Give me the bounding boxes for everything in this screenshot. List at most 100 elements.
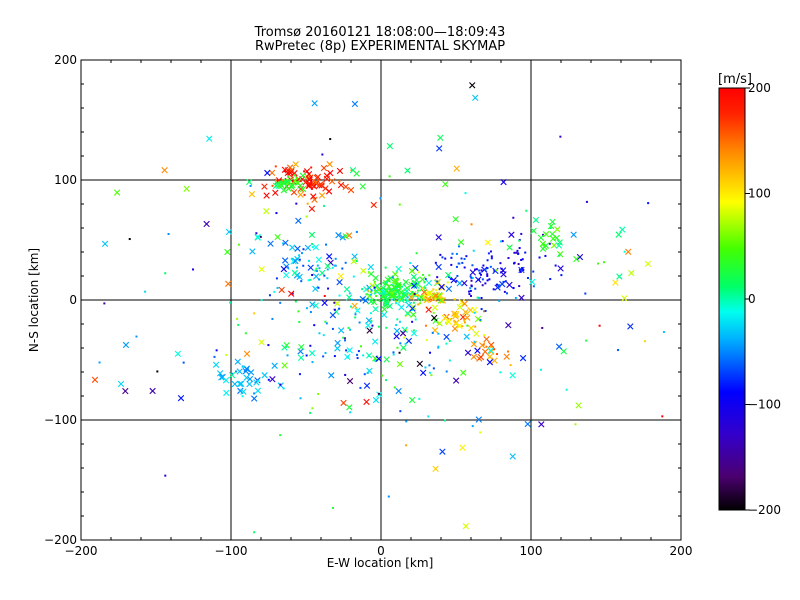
- data-marker-dot: [385, 281, 388, 284]
- data-marker-cross: [246, 380, 253, 388]
- data-marker-dot: [393, 295, 396, 298]
- data-marker-dot: [311, 361, 314, 364]
- data-marker-dot: [392, 353, 395, 356]
- data-marker-cross: [383, 356, 390, 363]
- data-marker-dot: [276, 286, 279, 289]
- data-marker-cross: [445, 285, 453, 293]
- data-marker-cross: [249, 248, 256, 255]
- data-marker-dot: [315, 267, 318, 270]
- data-marker-cross: [336, 279, 343, 286]
- data-marker-dot: [486, 274, 489, 277]
- data-marker-dot: [469, 275, 472, 278]
- data-marker-dot: [432, 311, 435, 314]
- data-marker-dot: [279, 181, 282, 184]
- data-marker-dot: [316, 270, 319, 273]
- data-marker-dot: [395, 323, 398, 326]
- data-marker-dot: [518, 285, 521, 288]
- data-marker-dot: [344, 261, 347, 264]
- data-marker-dot: [450, 318, 453, 321]
- data-marker-dot: [388, 280, 391, 283]
- data-marker-dot: [399, 342, 402, 345]
- data-marker-dot: [366, 371, 369, 374]
- data-marker-dot: [415, 252, 418, 255]
- data-marker-cross: [334, 300, 341, 307]
- data-marker-dot: [429, 298, 432, 301]
- data-marker-cross: [416, 360, 423, 368]
- data-marker-cross: [248, 190, 256, 198]
- data-marker-dot: [525, 209, 528, 212]
- data-marker-dot: [486, 279, 489, 282]
- data-marker-cross: [385, 283, 393, 290]
- data-marker-cross: [529, 278, 536, 286]
- data-marker-dot: [345, 349, 348, 352]
- data-marker-dot: [463, 258, 466, 261]
- data-marker-cross: [261, 183, 268, 190]
- data-marker-dot: [462, 319, 465, 322]
- y-tick-label: 0: [69, 293, 77, 307]
- data-marker-cross: [486, 353, 493, 360]
- data-marker-dot: [421, 295, 424, 298]
- data-marker-dot: [558, 254, 561, 257]
- data-marker-cross: [375, 286, 382, 294]
- data-marker-cross: [560, 348, 567, 355]
- data-marker-cross: [296, 273, 303, 281]
- data-marker-dot: [229, 301, 232, 304]
- data-marker-cross: [236, 380, 244, 388]
- data-marker-cross: [459, 444, 466, 451]
- data-marker-dot: [164, 474, 167, 477]
- data-marker-cross: [576, 253, 584, 261]
- data-marker-dot: [474, 325, 477, 328]
- data-marker-cross: [101, 240, 109, 248]
- data-marker-dot: [455, 265, 458, 268]
- data-marker-cross: [436, 145, 443, 152]
- data-marker-cross: [431, 304, 439, 311]
- data-marker-dot: [479, 431, 482, 434]
- data-marker-dot: [318, 332, 321, 335]
- data-marker-dot: [473, 311, 476, 314]
- data-marker-dot: [387, 495, 390, 498]
- data-marker-cross: [401, 326, 408, 334]
- data-marker-cross: [486, 359, 494, 366]
- data-marker-cross: [612, 279, 619, 286]
- data-marker-cross: [304, 244, 312, 251]
- data-marker-cross: [308, 205, 316, 212]
- data-marker-dot: [479, 273, 482, 276]
- data-marker-dot: [411, 308, 414, 311]
- data-marker-dot: [486, 259, 489, 262]
- data-marker-cross: [425, 306, 432, 313]
- data-marker-dot: [403, 336, 406, 339]
- data-marker-cross: [346, 294, 353, 301]
- colorbar-tick-label: −200: [748, 503, 781, 517]
- data-marker-cross: [360, 267, 367, 275]
- data-marker-dot: [661, 415, 664, 418]
- data-marker-cross: [625, 248, 632, 255]
- data-marker-dot: [430, 374, 433, 377]
- data-marker-dot: [318, 278, 321, 281]
- data-marker-dot: [428, 274, 431, 277]
- data-marker-dot: [409, 262, 412, 265]
- data-marker-cross: [509, 372, 516, 379]
- y-axis-ticks: −200 −100 0 100 200: [44, 53, 681, 547]
- data-marker-dot: [454, 312, 457, 315]
- data-marker-dot: [517, 263, 520, 266]
- data-marker-dot: [417, 303, 420, 306]
- data-marker-dot: [367, 289, 370, 292]
- data-marker-dot: [436, 280, 439, 283]
- data-marker-dot: [465, 255, 468, 258]
- data-marker-cross: [472, 94, 479, 102]
- data-marker-cross: [311, 100, 318, 107]
- data-marker-cross: [329, 311, 337, 319]
- data-marker-dot: [103, 302, 106, 305]
- data-marker-cross: [308, 231, 316, 239]
- data-marker-cross: [435, 234, 442, 241]
- data-marker-cross: [337, 181, 345, 189]
- data-marker-dot: [370, 312, 373, 315]
- data-marker-cross: [542, 242, 550, 249]
- data-marker-dot: [460, 257, 463, 260]
- data-marker-dot: [98, 361, 101, 364]
- data-marker-dot: [492, 288, 495, 291]
- data-marker-cross: [371, 338, 379, 345]
- data-marker-dot: [414, 318, 417, 321]
- data-marker-dot: [344, 373, 347, 376]
- data-marker-dot: [396, 346, 399, 349]
